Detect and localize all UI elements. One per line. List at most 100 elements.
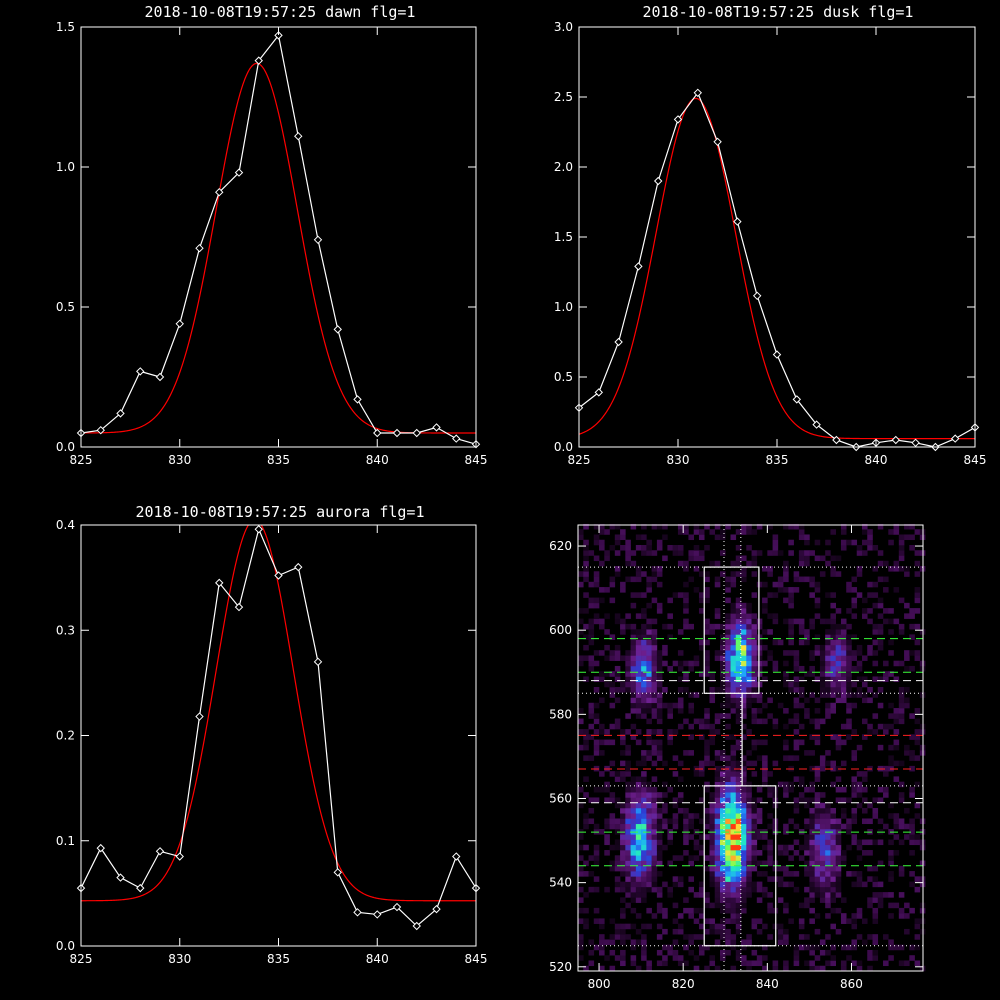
heatmap-cell [861, 608, 868, 614]
heatmap-cell [635, 576, 642, 583]
heatmap-cell [883, 660, 889, 667]
heatmap-cell [730, 907, 737, 914]
heatmap-cell [767, 876, 773, 882]
heatmap-cell [688, 818, 694, 825]
heatmap-cell [893, 729, 900, 735]
heatmap-cell [688, 534, 694, 541]
heatmap-cell [714, 655, 721, 661]
heatmap-cell [635, 671, 642, 677]
heatmap-cell [840, 855, 847, 861]
heatmap-cell [599, 523, 605, 530]
heatmap-cell [741, 665, 747, 672]
heatmap-cell [625, 876, 631, 882]
panel-dawn-x-tick-label: 830 [168, 453, 191, 467]
heatmap-cell [840, 760, 847, 767]
heatmap-cell [651, 881, 658, 888]
heatmap-cell [825, 802, 831, 809]
heatmap-cell [867, 897, 873, 903]
heatmap-cell [835, 871, 842, 877]
heatmap-cell [630, 892, 637, 898]
heatmap-cell [709, 797, 716, 803]
heatmap-cell [720, 902, 726, 909]
heatmap-cell [704, 639, 710, 646]
heatmap-cell [646, 860, 652, 867]
heatmap-cell [756, 860, 763, 867]
heatmap-cell [751, 718, 758, 725]
heatmap-cell [725, 644, 731, 651]
heatmap-cell [709, 839, 716, 846]
heatmap-cell [835, 855, 842, 861]
heatmap-cell [583, 544, 589, 551]
heatmap-cell [735, 602, 742, 609]
heatmap-cell [662, 823, 668, 830]
heatmap-cell [609, 818, 616, 825]
heatmap-cell [888, 639, 894, 646]
heatmap-cell [625, 665, 631, 672]
heatmap-cell [767, 892, 773, 898]
heatmap-cell [914, 623, 921, 630]
heatmap-cell [788, 634, 794, 640]
heatmap-cell [846, 723, 852, 730]
heatmap-cell [772, 534, 779, 541]
heatmap-cell [777, 939, 784, 945]
heatmap-cell [630, 629, 637, 635]
heatmap-cell [725, 581, 731, 588]
heatmap-cell [835, 860, 842, 867]
panel-dusk-data-point [891, 435, 901, 445]
heatmap-cell [840, 539, 847, 546]
heatmap-cell [588, 550, 595, 556]
heatmap-cell [772, 539, 779, 546]
heatmap-cell [877, 786, 884, 793]
heatmap-cell [909, 534, 915, 541]
heatmap-cell [783, 571, 789, 577]
heatmap-cell [646, 718, 652, 725]
heatmap-cell [767, 860, 773, 867]
heatmap-cell [725, 702, 731, 709]
heatmap-cell [677, 855, 684, 861]
heatmap-cell [914, 839, 921, 846]
heatmap-cell [635, 797, 642, 803]
heatmap-cell [672, 855, 679, 861]
heatmap-cell [635, 928, 642, 935]
heatmap-cell [804, 797, 810, 803]
heatmap-cell [646, 729, 652, 735]
heatmap-cell [856, 792, 863, 798]
heatmap-cell [688, 734, 694, 740]
heatmap-cell [856, 686, 863, 693]
heatmap-cell [677, 592, 684, 598]
heatmap-cell [630, 871, 637, 877]
heatmap-cell [861, 718, 868, 725]
heatmap-cell [798, 855, 805, 861]
heatmap-cell [709, 928, 716, 935]
heatmap-cell [751, 592, 758, 598]
heatmap-cell [609, 797, 616, 803]
heatmap-cell [641, 608, 647, 614]
heatmap-cell [667, 544, 673, 551]
heatmap-cell [688, 750, 694, 756]
heatmap-cell [593, 860, 600, 867]
heatmap-cell [709, 855, 716, 861]
heatmap-cell [730, 786, 737, 793]
heatmap-cell [730, 681, 737, 688]
heatmap-cell [909, 881, 915, 888]
heatmap-cell [656, 539, 663, 546]
heatmap-cell [751, 634, 758, 640]
heatmap-cell [798, 692, 805, 698]
heatmap-cell [698, 844, 705, 851]
heatmap-cell [904, 702, 910, 709]
heatmap-cell [693, 813, 700, 819]
heatmap-cell [635, 686, 642, 693]
heatmap-cell [788, 597, 794, 604]
panel-dawn-data-point [155, 372, 165, 382]
heatmap-cell [819, 571, 826, 577]
heatmap-cell [641, 534, 647, 541]
heatmap-cell [704, 665, 710, 672]
heatmap-cell [725, 771, 731, 777]
heatmap-cell [819, 850, 826, 856]
heatmap-cell [804, 802, 810, 809]
heatmap-cell [609, 544, 616, 551]
heatmap-cell [614, 881, 621, 888]
heatmap-cell [756, 881, 763, 888]
heatmap-cell [762, 597, 768, 604]
heatmap-cell [641, 613, 647, 619]
